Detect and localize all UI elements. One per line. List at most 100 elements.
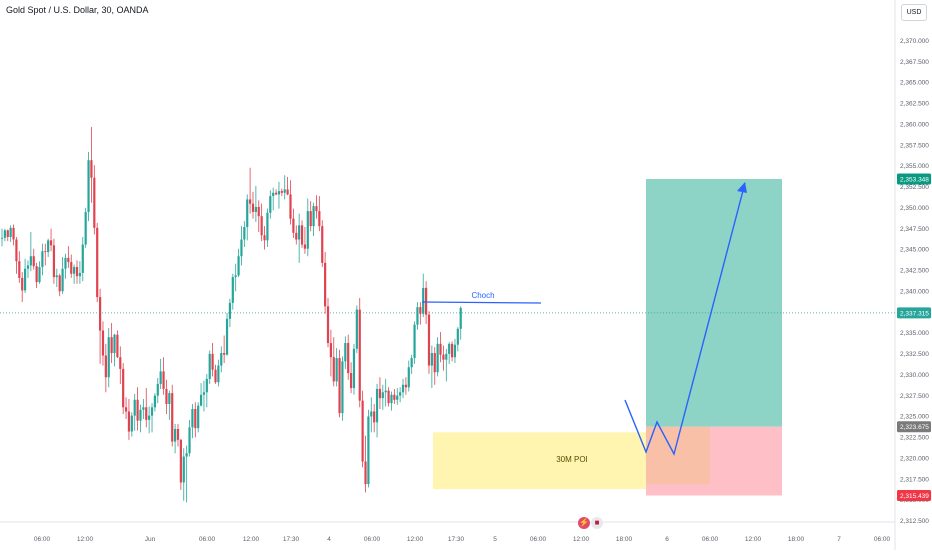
candle-body bbox=[87, 160, 90, 212]
candle-body bbox=[148, 415, 151, 420]
candle-body bbox=[64, 257, 67, 269]
candle-body bbox=[3, 230, 6, 238]
candle-body bbox=[127, 411, 131, 432]
candle-body bbox=[439, 343, 442, 355]
candle-body bbox=[116, 334, 119, 358]
candle-body bbox=[150, 407, 154, 416]
x-tick-label: 06:00 bbox=[874, 536, 891, 543]
y-tick-label: 2,347.500 bbox=[900, 226, 929, 233]
candle-body bbox=[35, 266, 38, 283]
candle-body bbox=[61, 268, 64, 292]
y-tick-label: 2,332.500 bbox=[900, 351, 929, 358]
candle-body bbox=[47, 240, 50, 253]
candle-body bbox=[358, 309, 361, 401]
candle-body bbox=[298, 225, 301, 240]
candle-body bbox=[107, 337, 110, 378]
candle-body bbox=[303, 244, 307, 249]
candle-body bbox=[251, 203, 255, 212]
y-tick-label: 2,357.500 bbox=[900, 142, 929, 149]
symbol-title[interactable]: Gold Spot / U.S. Dollar, 30, OANDA bbox=[6, 5, 149, 15]
candle-body bbox=[448, 343, 451, 354]
candle-body bbox=[416, 307, 419, 325]
candle-body bbox=[306, 211, 309, 249]
candle-body bbox=[96, 227, 99, 298]
candle-body bbox=[133, 399, 136, 416]
candle-body bbox=[174, 429, 177, 442]
target-price-label-bg bbox=[897, 173, 931, 185]
y-tick-label: 2,365.000 bbox=[900, 80, 929, 87]
candle-body bbox=[139, 409, 142, 421]
stop-price-label-bg bbox=[897, 489, 931, 501]
y-tick-label: 2,317.500 bbox=[900, 476, 929, 483]
candle-body bbox=[0, 237, 4, 239]
candle-body bbox=[263, 235, 266, 241]
candle-body bbox=[246, 199, 249, 227]
currency-button[interactable]: USD bbox=[901, 4, 927, 21]
choch-line bbox=[421, 301, 542, 304]
projection-arrowhead bbox=[737, 182, 747, 193]
poi-zone bbox=[433, 432, 646, 490]
entry-price-label-bg bbox=[897, 421, 931, 433]
candle-body bbox=[237, 256, 240, 276]
x-tick-label: 7 bbox=[837, 536, 841, 543]
candle-body bbox=[249, 199, 252, 204]
x-tick-label: 12:00 bbox=[407, 536, 424, 543]
entry-zone bbox=[646, 426, 710, 485]
candle-body bbox=[176, 429, 180, 440]
candle-body bbox=[6, 230, 9, 238]
candle-body bbox=[78, 272, 81, 277]
candle-body bbox=[329, 343, 332, 358]
candle-body bbox=[9, 227, 12, 238]
candle-body bbox=[355, 309, 358, 349]
candle-body bbox=[324, 262, 327, 307]
candle-body bbox=[442, 354, 445, 360]
candle-body bbox=[419, 307, 422, 314]
candle-body bbox=[98, 297, 102, 331]
candle-body bbox=[459, 307, 462, 329]
candle-body bbox=[375, 388, 379, 423]
y-tick-label: 2,325.000 bbox=[900, 414, 929, 421]
y-tick-label: 2,355.000 bbox=[900, 163, 929, 170]
lightning-event-icon[interactable]: ⚡ bbox=[578, 517, 590, 529]
candle-body bbox=[243, 226, 246, 240]
candle-body bbox=[101, 330, 105, 356]
candle-body bbox=[399, 392, 402, 396]
stop-price-label: 2,315.439 bbox=[900, 493, 929, 500]
candle-body bbox=[335, 358, 338, 382]
candle-body bbox=[93, 177, 96, 228]
candle-body bbox=[38, 267, 41, 283]
candle-body bbox=[67, 257, 70, 263]
candle-body bbox=[124, 407, 128, 412]
candle-body bbox=[292, 218, 295, 233]
candle-body bbox=[142, 407, 145, 410]
candle-body bbox=[211, 353, 214, 370]
candle-body bbox=[202, 392, 206, 395]
candle-body bbox=[424, 287, 428, 315]
candle-body bbox=[21, 277, 24, 291]
candle-body bbox=[445, 353, 448, 360]
candle-body bbox=[240, 239, 243, 257]
y-tick-label: 2,370.000 bbox=[900, 38, 929, 45]
us-flag-event-icon[interactable]: ■ bbox=[591, 517, 603, 529]
candle-body bbox=[427, 314, 431, 366]
x-tick-label: 06:00 bbox=[364, 536, 381, 543]
y-tick-label: 2,360.000 bbox=[900, 121, 929, 128]
candle-body bbox=[387, 390, 390, 404]
candle-body bbox=[214, 369, 217, 383]
candle-body bbox=[49, 240, 53, 246]
candle-body bbox=[378, 388, 382, 399]
y-tick-label: 2,322.500 bbox=[900, 435, 929, 442]
candle-body bbox=[70, 262, 73, 274]
candle-body bbox=[26, 265, 30, 269]
candle-body bbox=[390, 394, 393, 404]
x-tick-label: 18:00 bbox=[616, 536, 633, 543]
x-tick-label: 18:00 bbox=[788, 536, 805, 543]
economic-events[interactable]: ⚡ ■ bbox=[578, 517, 603, 529]
candle-body bbox=[75, 267, 79, 277]
candle-body bbox=[274, 192, 278, 195]
candle-body bbox=[453, 344, 457, 358]
candle-body bbox=[430, 353, 433, 366]
candle-body bbox=[217, 365, 220, 383]
